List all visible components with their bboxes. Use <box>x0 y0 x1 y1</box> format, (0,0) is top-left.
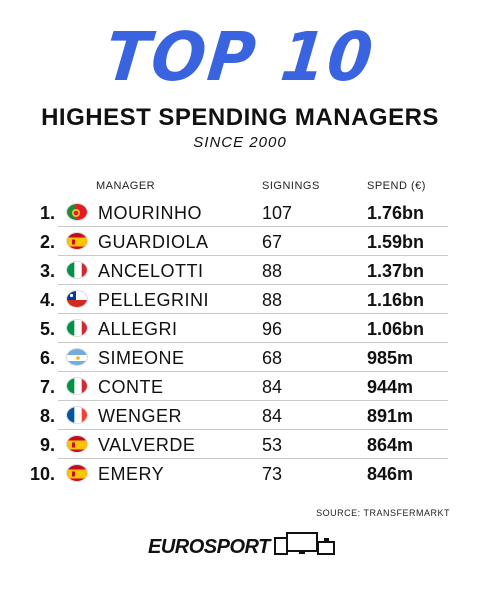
flag-france-icon <box>66 406 88 424</box>
row-divider <box>58 255 448 256</box>
source-note: SOURCE: TRANSFERMARKT <box>316 508 450 518</box>
table-row: 9. VALVERDE 53 864m <box>0 429 480 459</box>
manager-name: CONTE <box>98 377 164 397</box>
headline: HIGHEST SPENDING MANAGERS <box>41 104 439 131</box>
table-row: 6. SIMEONE 68 985m <box>0 342 480 372</box>
row-divider <box>58 342 448 343</box>
spend-amount: 1.37bn <box>367 261 425 281</box>
subhead: SINCE 2000 <box>193 134 287 151</box>
signings-count: 88 <box>262 290 283 310</box>
flag-portugal-icon <box>66 203 88 221</box>
spend-amount: 1.59bn <box>367 232 425 252</box>
manager-name: EMERY <box>98 464 165 484</box>
flag-chile-icon <box>66 290 88 308</box>
manager-name: WENGER <box>98 406 182 426</box>
row-divider <box>58 226 448 227</box>
signings-count: 73 <box>262 464 283 484</box>
flag-spain-icon <box>66 464 88 482</box>
row-divider <box>58 371 448 372</box>
row-divider <box>58 284 448 285</box>
top10-title: TOP 10 <box>101 19 379 97</box>
flag-italy-icon <box>66 319 88 337</box>
flag-spain-icon <box>66 435 88 453</box>
spend-amount: 1.76bn <box>367 203 425 223</box>
rank-number: 5. <box>39 319 55 339</box>
rank-number: 1. <box>39 203 55 223</box>
eurosport-logo: EUROSPORT <box>148 536 270 558</box>
column-header-signings: SIGNINGS <box>262 180 320 192</box>
flag-argentina-icon <box>66 348 88 366</box>
signings-count: 67 <box>262 232 283 252</box>
manager-name: SIMEONE <box>98 348 185 368</box>
rank-number: 4. <box>39 290 55 310</box>
row-divider <box>58 313 448 314</box>
flag-italy-icon <box>66 377 88 395</box>
column-header-spend: SPEND (€) <box>367 180 426 192</box>
row-divider <box>58 429 448 430</box>
signings-count: 88 <box>262 261 283 281</box>
manager-name: VALVERDE <box>98 435 196 455</box>
signings-count: 107 <box>262 203 293 223</box>
table-row: 4. PELLEGRINI 88 1.16bn <box>0 284 480 314</box>
spend-amount: 891m <box>367 406 414 426</box>
table-row: 5. ALLEGRI 96 1.06bn <box>0 313 480 343</box>
manager-name: GUARDIOLA <box>98 232 209 252</box>
manager-name: ANCELOTTI <box>98 261 204 281</box>
rank-number: 10. <box>29 464 55 484</box>
spend-amount: 985m <box>367 348 414 368</box>
table-row: 2. GUARDIOLA 67 1.59bn <box>0 226 480 256</box>
table-row: 8. WENGER 84 891m <box>0 400 480 430</box>
rank-number: 9. <box>39 435 55 455</box>
devices-icon <box>274 532 335 555</box>
spend-amount: 864m <box>367 435 414 455</box>
flag-spain-icon <box>66 232 88 250</box>
signings-count: 96 <box>262 319 283 339</box>
rank-number: 6. <box>39 348 55 368</box>
table-row: 1. MOURINHO 107 1.76bn <box>0 197 480 227</box>
spend-amount: 846m <box>367 464 414 484</box>
table-row: 7. CONTE 84 944m <box>0 371 480 401</box>
rank-number: 3. <box>39 261 55 281</box>
spend-amount: 1.06bn <box>367 319 425 339</box>
signings-count: 68 <box>262 348 283 368</box>
spend-amount: 1.16bn <box>367 290 425 310</box>
row-divider <box>58 400 448 401</box>
row-divider <box>58 458 448 459</box>
rank-number: 7. <box>39 377 55 397</box>
signings-count: 84 <box>262 406 283 426</box>
manager-name: PELLEGRINI <box>98 290 210 310</box>
table-row: 10. EMERY 73 846m <box>0 458 480 488</box>
flag-italy-icon <box>66 261 88 279</box>
table-row: 3. ANCELOTTI 88 1.37bn <box>0 255 480 285</box>
manager-name: MOURINHO <box>98 203 202 223</box>
spend-amount: 944m <box>367 377 414 397</box>
signings-count: 53 <box>262 435 283 455</box>
rank-number: 8. <box>39 406 55 426</box>
manager-name: ALLEGRI <box>98 319 178 339</box>
column-header-manager: MANAGER <box>96 180 156 192</box>
signings-count: 84 <box>262 377 283 397</box>
rank-number: 2. <box>39 232 55 252</box>
